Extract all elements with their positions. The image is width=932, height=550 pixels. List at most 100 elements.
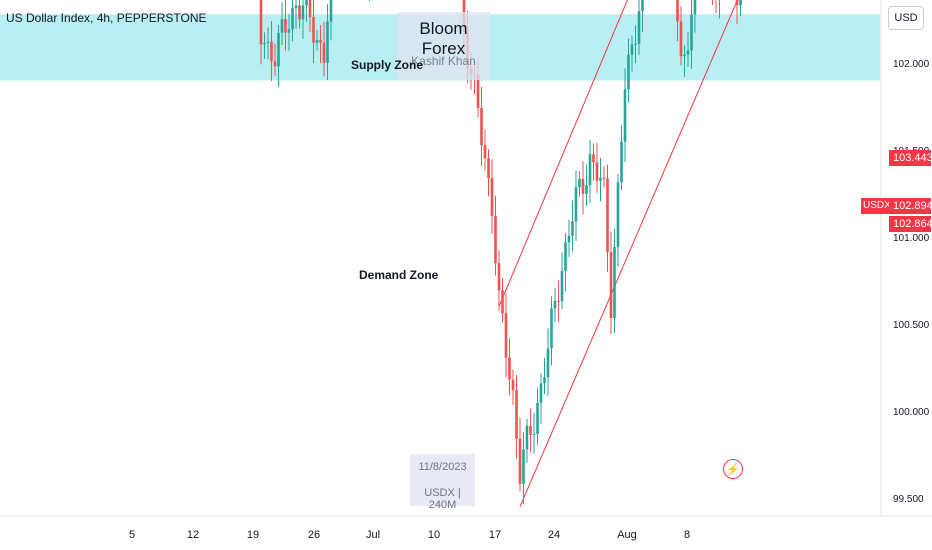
candle-body: [683, 54, 686, 57]
candle-body: [564, 242, 567, 272]
candle-body: [637, 11, 641, 44]
candle-body: [259, 0, 263, 45]
candle-body: [308, 0, 312, 18]
candle-body: [543, 377, 546, 384]
watermark-box: [397, 12, 490, 80]
y-tick-label: 99.500: [893, 494, 924, 505]
candle-body: [287, 29, 291, 33]
candle-body: [483, 145, 487, 159]
x-tick-label: 12: [187, 529, 199, 541]
lightning-icon[interactable]: ⚡: [723, 459, 743, 479]
candle-body: [298, 5, 301, 20]
candle-body: [595, 162, 599, 181]
candle-body: [301, 5, 305, 20]
info-box: [410, 454, 475, 506]
candle-body: [560, 271, 564, 302]
candle-body: [263, 43, 266, 45]
y-tick-label: 102.000: [893, 59, 930, 70]
candle-body: [735, 0, 739, 6]
currency-button[interactable]: USD: [888, 6, 924, 30]
candle-body: [679, 21, 683, 57]
candle-body: [630, 44, 634, 55]
watermark-author: Kashif Khan: [411, 54, 476, 68]
demand-zone-label: Demand Zone: [359, 268, 439, 282]
candle-body: [599, 177, 602, 181]
candle-body: [497, 263, 501, 291]
candle-body: [487, 158, 490, 179]
supply-zone-label: Supply Zone: [351, 58, 423, 72]
candle-body: [539, 383, 543, 403]
candle-body: [312, 17, 315, 43]
candle-body: [574, 187, 578, 222]
candle-body: [518, 438, 522, 484]
x-tick-label: 19: [247, 529, 259, 541]
candle-body: [270, 41, 273, 62]
x-tick-label: 24: [548, 529, 560, 541]
candle-body: [592, 154, 595, 163]
candle-body: [578, 178, 581, 188]
candle-body: [501, 290, 504, 314]
x-tick-label: 8: [684, 529, 690, 541]
candle-body: [504, 313, 508, 358]
channel-lower-line: [519, 0, 738, 507]
candle-body: [606, 178, 609, 253]
candle-body: [511, 379, 515, 391]
candle-body: [522, 449, 525, 484]
y-tick-label: 100.000: [893, 407, 930, 418]
x-tick-label: 17: [489, 529, 501, 541]
candle-body: [567, 235, 571, 243]
candle-body: [319, 40, 322, 43]
candle-body: [686, 50, 690, 55]
info-symbol: USDX | 240M: [424, 487, 461, 511]
second-price-tag: 102.864: [889, 216, 932, 232]
candle-body: [329, 0, 333, 22]
candle-body: [280, 19, 284, 33]
candle-body: [571, 221, 574, 236]
candle-body: [322, 42, 326, 63]
candle-body: [284, 19, 287, 33]
candle-body: [305, 0, 308, 6]
watermark-title: Bloom Forex: [419, 19, 468, 58]
x-tick-label: Aug: [617, 529, 637, 541]
level-price-tag: 103.443: [889, 150, 932, 166]
candle-body: [609, 252, 613, 319]
candle-body: [581, 178, 585, 194]
candle-body: [480, 107, 483, 146]
candle-body: [693, 0, 697, 15]
symbol-tag: USDX: [861, 198, 891, 214]
candle-body: [613, 246, 616, 319]
candle-body: [602, 177, 606, 179]
candle-body: [532, 433, 536, 435]
candle-body: [291, 8, 294, 30]
candle-body: [529, 425, 532, 435]
candle-body: [620, 141, 623, 183]
candle-body: [494, 215, 497, 264]
candle-body: [557, 300, 560, 302]
candle-body: [739, 0, 742, 6]
candle-body: [277, 32, 280, 67]
candle-body: [294, 5, 298, 9]
candle-body: [266, 41, 270, 44]
candle-body: [550, 308, 553, 349]
candle-body: [536, 402, 539, 434]
candle-body: [585, 185, 588, 194]
symbol-title: US Dollar Index, 4h, PEPPERSTONE: [6, 11, 207, 25]
info-date: 11/8/2023: [418, 461, 467, 473]
candle-body: [676, 0, 679, 22]
candle-body: [641, 0, 644, 12]
candle-body: [525, 425, 529, 450]
channel-upper-line: [498, 0, 628, 307]
candle-body: [634, 43, 637, 45]
candle-body: [546, 348, 550, 378]
candle-body: [508, 357, 511, 380]
candle-body: [616, 182, 620, 247]
x-tick-label: 5: [129, 529, 135, 541]
y-tick-label: 100.500: [893, 320, 930, 331]
candle-body: [627, 54, 630, 90]
x-tick-label: 10: [428, 529, 440, 541]
candle-body: [553, 300, 557, 309]
last-price-tag: 102.894: [889, 198, 932, 214]
candle-body: [476, 74, 480, 108]
x-tick-label: 26: [308, 529, 320, 541]
